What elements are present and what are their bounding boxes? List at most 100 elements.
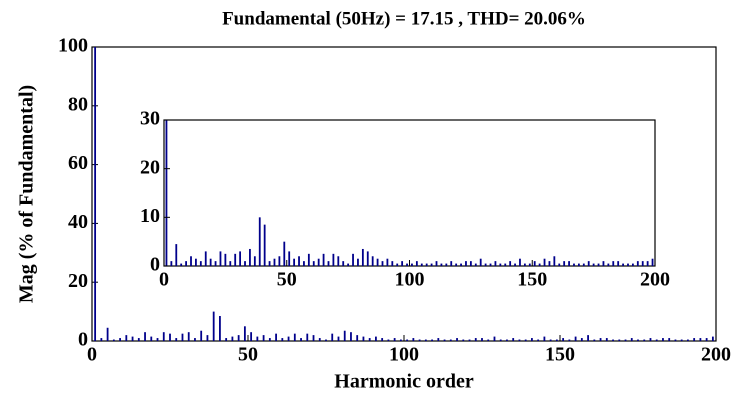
bar — [431, 339, 433, 341]
bar — [231, 336, 234, 341]
bar — [343, 330, 346, 341]
bar — [181, 333, 184, 341]
bar — [396, 263, 399, 266]
bar — [440, 263, 443, 266]
bar — [420, 263, 423, 266]
bar — [393, 338, 396, 341]
bar — [327, 261, 330, 266]
x-tick-label: 50 — [238, 344, 258, 366]
bar — [543, 258, 546, 266]
x-tick-label: 50 — [277, 269, 297, 291]
bar — [100, 338, 103, 341]
y-tick-label: 80 — [68, 93, 88, 115]
bar — [331, 333, 334, 341]
bar — [229, 261, 232, 266]
bar — [632, 263, 634, 266]
bar — [460, 263, 462, 266]
y-tick-label: 20 — [140, 156, 160, 178]
bar — [649, 338, 652, 341]
bar — [381, 261, 384, 266]
bar — [580, 338, 583, 341]
bar — [637, 339, 639, 341]
bar — [641, 261, 644, 266]
bar — [293, 258, 296, 266]
bar — [602, 261, 605, 266]
bar — [582, 263, 585, 266]
bar — [288, 251, 291, 266]
bar — [401, 261, 404, 266]
bar — [563, 261, 566, 266]
bar — [506, 339, 508, 341]
bar — [468, 339, 471, 341]
bar — [376, 258, 379, 266]
bar — [599, 338, 602, 341]
y-tick-label: 60 — [68, 152, 88, 174]
x-tick-label: 200 — [701, 344, 731, 366]
bar — [412, 338, 415, 341]
bar — [112, 339, 115, 341]
x-tick-label: 150 — [545, 344, 575, 366]
bar — [371, 256, 374, 266]
bar — [622, 263, 624, 266]
bar — [499, 263, 502, 266]
bar — [533, 261, 536, 266]
bar — [209, 258, 212, 266]
x-tick-label: 150 — [517, 269, 547, 291]
bar — [352, 253, 354, 266]
bar — [425, 263, 428, 266]
bar — [651, 258, 654, 266]
bar — [512, 338, 515, 341]
bar — [318, 338, 321, 341]
bar — [237, 335, 240, 341]
bar — [509, 261, 512, 266]
bar — [212, 311, 215, 341]
bar — [243, 326, 246, 341]
bar — [418, 339, 421, 341]
bar — [281, 338, 284, 341]
bar — [662, 338, 664, 341]
bar — [612, 339, 614, 341]
y-tick-label: 0 — [150, 254, 160, 276]
bar — [531, 338, 533, 341]
bar — [487, 339, 490, 341]
bar — [680, 339, 683, 341]
bar — [537, 339, 540, 341]
chart-title: Fundamental (50Hz) = 17.15 , THD= 20.06% — [222, 8, 586, 29]
bar — [185, 261, 187, 266]
bar — [258, 217, 261, 266]
bar — [165, 120, 168, 266]
bar — [342, 261, 345, 266]
bar — [624, 339, 627, 341]
bar — [312, 261, 315, 266]
bar — [555, 339, 558, 341]
bar — [430, 263, 433, 266]
bar — [437, 338, 440, 341]
y-axis-label: Mag (% of Fundamental) — [16, 85, 38, 303]
bar — [300, 338, 302, 341]
x-tick-label: 100 — [389, 344, 419, 366]
x-tick-label: 100 — [395, 269, 425, 291]
bar — [474, 338, 477, 341]
bar — [592, 263, 595, 266]
bar — [705, 338, 708, 341]
bar — [94, 47, 97, 341]
y-tick-label: 30 — [140, 108, 160, 130]
bar — [337, 256, 340, 266]
bar — [381, 338, 384, 341]
x-tick-label: 200 — [640, 269, 670, 291]
y-tick-label: 10 — [140, 205, 160, 227]
bar — [239, 251, 242, 266]
bar — [443, 339, 446, 341]
bar — [612, 261, 615, 266]
bar — [699, 338, 702, 341]
bar — [287, 336, 290, 341]
bar — [687, 339, 689, 341]
bar — [386, 258, 389, 266]
bar — [543, 336, 546, 341]
bar — [574, 336, 577, 341]
bar — [593, 339, 596, 341]
bar — [303, 261, 305, 266]
bar — [577, 263, 580, 266]
bar — [469, 261, 472, 266]
